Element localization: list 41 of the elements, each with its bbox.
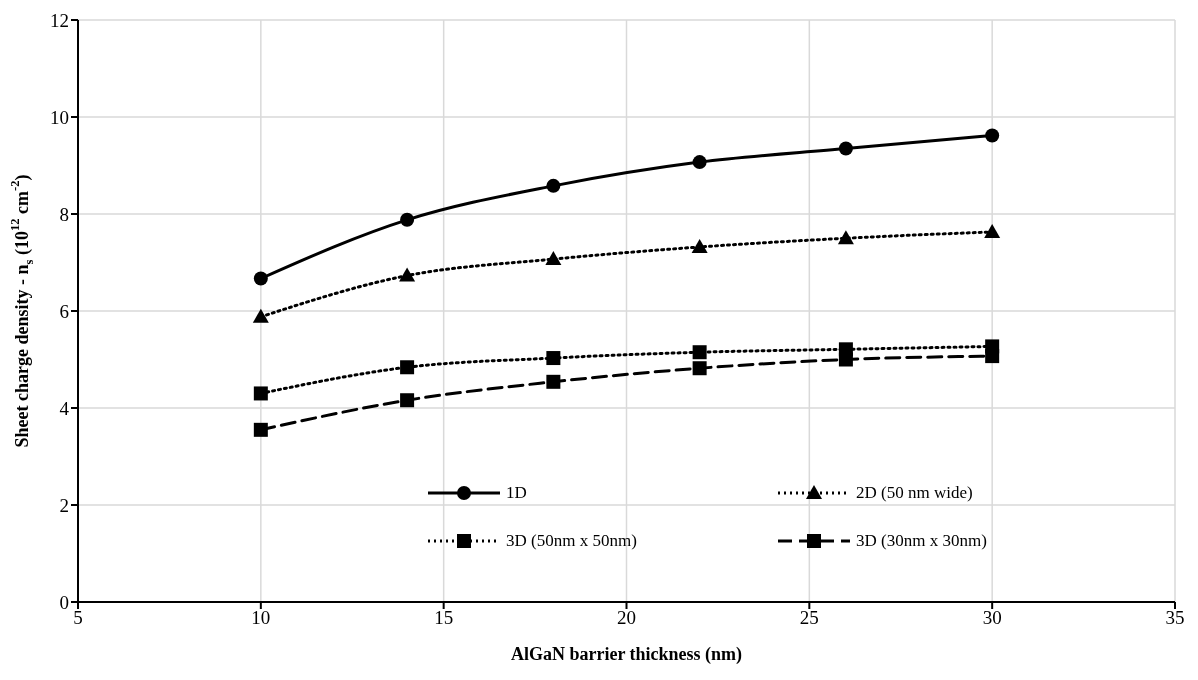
point xyxy=(253,271,268,286)
y-tick-label: 10 xyxy=(50,106,69,128)
y-tick-label: 8 xyxy=(59,203,69,225)
legend-label: 3D (30nm x 30nm) xyxy=(856,531,987,551)
x-tick-label: 20 xyxy=(617,607,636,629)
point xyxy=(546,374,561,389)
point xyxy=(546,178,561,193)
point xyxy=(253,386,268,401)
point xyxy=(546,351,561,366)
x-tick-label: 25 xyxy=(799,607,819,629)
point xyxy=(545,251,562,266)
y-tick-label: 0 xyxy=(59,591,69,613)
y-tick-label: 4 xyxy=(59,397,70,419)
point xyxy=(400,212,415,227)
x-tick-label: 5 xyxy=(73,607,83,629)
point xyxy=(692,345,707,360)
point xyxy=(400,393,415,408)
point xyxy=(692,361,707,376)
point xyxy=(400,360,415,375)
point xyxy=(253,422,268,437)
y-tick-label: 12 xyxy=(50,9,69,31)
point xyxy=(837,230,854,245)
point xyxy=(985,128,1000,143)
point xyxy=(252,308,269,323)
y-tick-label: 2 xyxy=(59,494,69,516)
point xyxy=(692,155,707,170)
point xyxy=(838,141,853,156)
y-tick-label: 6 xyxy=(59,300,69,322)
legend-label: 1D xyxy=(506,483,527,503)
x-tick-label: 10 xyxy=(251,607,271,629)
point xyxy=(838,352,853,367)
x-tick-label: 15 xyxy=(434,607,454,629)
point xyxy=(985,349,1000,364)
x-tick-label: 35 xyxy=(1165,607,1185,629)
point xyxy=(399,267,416,282)
point xyxy=(691,238,708,253)
point xyxy=(984,223,1001,238)
legend-label: 2D (50 nm wide) xyxy=(856,483,973,503)
x-tick-label: 30 xyxy=(982,607,1002,629)
legend-label: 3D (50nm x 50nm) xyxy=(506,531,637,551)
x-axis-title: AlGaN barrier thickness (nm) xyxy=(510,644,743,665)
